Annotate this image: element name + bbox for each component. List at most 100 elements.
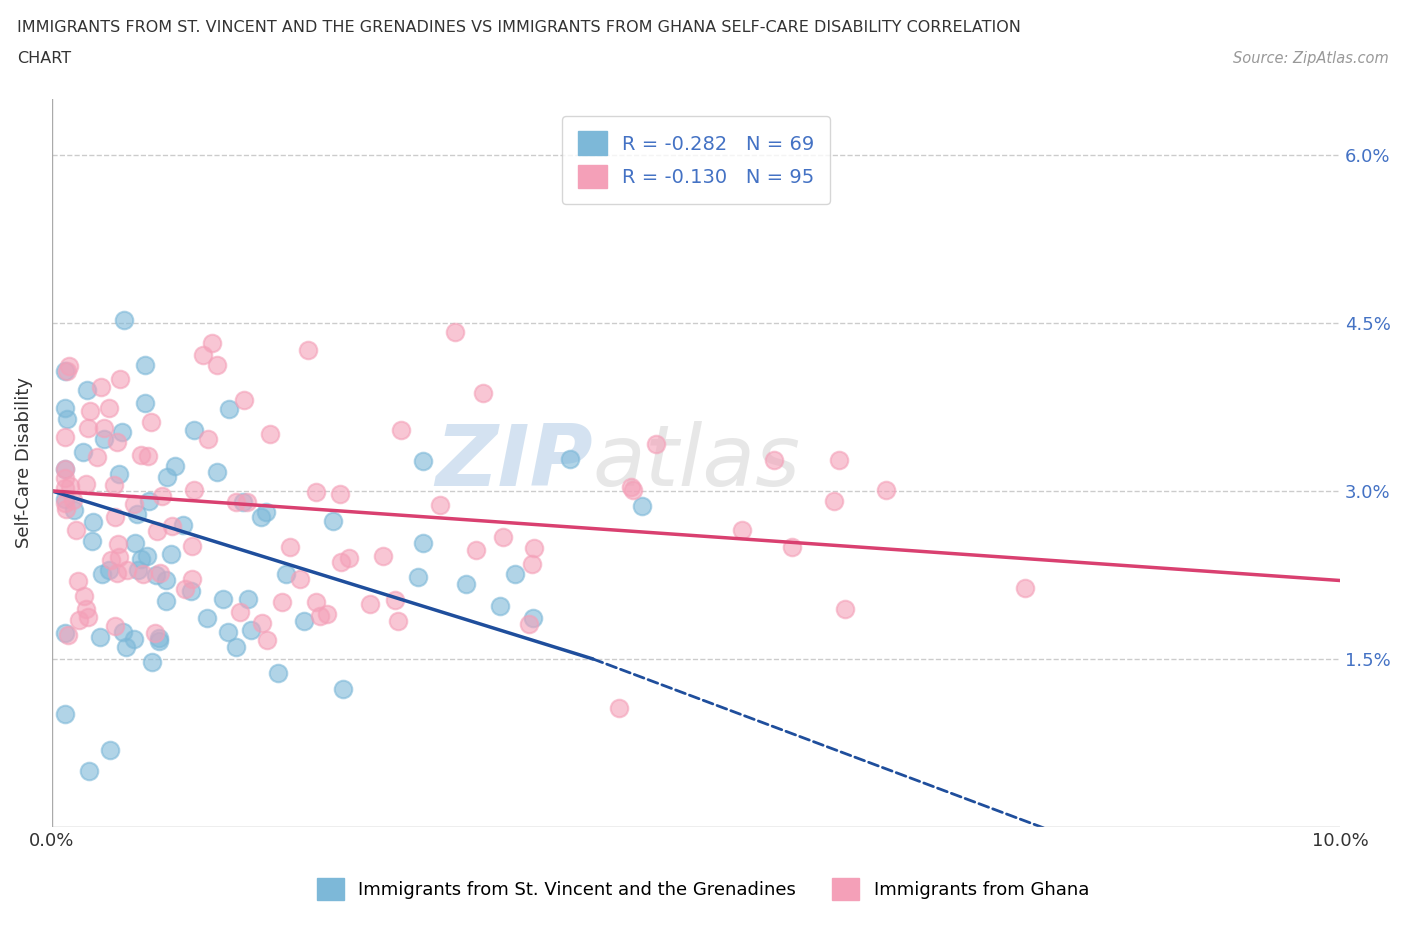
Point [454,577,477,591]
Point [115,640,138,655]
Point [520,557,543,572]
Point [558,452,581,467]
Point [145,567,167,582]
Point [180,538,202,553]
Point [201,336,224,351]
Point [1014,581,1036,596]
Point [517,617,540,631]
Point [183,422,205,437]
Point [65,523,87,538]
Point [53,625,76,640]
Point [823,494,845,509]
Point [239,622,262,637]
Point [163,458,186,473]
Point [522,611,544,626]
Point [267,665,290,680]
Point [53,496,76,511]
Point [250,615,273,630]
Point [62,493,84,508]
Point [53,706,76,721]
Point [112,312,135,327]
Point [429,498,451,512]
Legend: R = -0.282   N = 69, R = -0.130   N = 95: R = -0.282 N = 69, R = -0.130 N = 95 [562,115,830,204]
Point [104,510,127,525]
Text: atlas: atlas [593,421,801,504]
Point [134,396,156,411]
Point [373,549,395,564]
Point [53,462,76,477]
Point [138,493,160,508]
Point [76,420,98,435]
Point [149,565,172,580]
Point [122,631,145,646]
Point [59,479,82,494]
Point [160,546,183,561]
Point [97,401,120,416]
Point [332,682,354,697]
Point [225,495,247,510]
Point [77,764,100,778]
Point [174,581,197,596]
Point [412,454,434,469]
Point [322,513,344,528]
Point [110,371,132,386]
Point [100,552,122,567]
Point [86,449,108,464]
Point [875,483,897,498]
Point [489,599,512,614]
Point [238,591,260,606]
Point [406,569,429,584]
Point [127,563,149,578]
Point [218,402,240,417]
Point [297,343,319,358]
Point [384,592,406,607]
Point [150,488,173,503]
Point [254,504,277,519]
Point [465,542,488,557]
Point [155,593,177,608]
Point [63,502,86,517]
Point [56,627,79,642]
Point [207,465,229,480]
Point [195,610,218,625]
Point [77,610,100,625]
Point [620,480,643,495]
Point [122,496,145,511]
Point [58,359,80,374]
Point [780,539,803,554]
Point [125,506,148,521]
Point [217,625,239,640]
Point [259,426,281,441]
Point [141,655,163,670]
Point [256,633,278,648]
Point [66,573,89,588]
Point [139,415,162,430]
Point [288,571,311,586]
Point [134,358,156,373]
Point [90,566,112,581]
Point [53,400,76,415]
Point [225,640,247,655]
Point [98,743,121,758]
Point [148,633,170,648]
Point [53,480,76,495]
Point [197,432,219,446]
Point [305,485,328,499]
Point [111,425,134,440]
Point [55,412,77,427]
Point [492,530,515,545]
Point [834,602,856,617]
Point [108,550,131,565]
Point [135,548,157,563]
Point [329,554,352,569]
Point [731,523,754,538]
Point [162,518,184,533]
Point [193,348,215,363]
Point [156,470,179,485]
Point [828,453,851,468]
Point [132,566,155,581]
Point [444,325,467,339]
Point [180,572,202,587]
Point [93,421,115,436]
Y-axis label: Self-Care Disability: Self-Care Disability [15,378,32,549]
